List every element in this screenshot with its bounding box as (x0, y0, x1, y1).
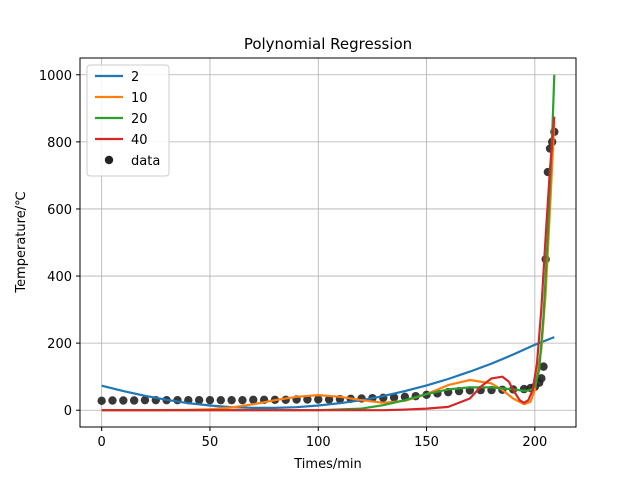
x-tick-label: 200 (522, 435, 547, 450)
legend-label-40: 40 (131, 133, 148, 148)
legend-swatch-data (104, 155, 114, 165)
data-point (140, 395, 150, 405)
y-tick-label: 400 (47, 270, 72, 285)
data-point (216, 395, 225, 405)
data-point (324, 395, 334, 404)
y-tick-label: 600 (47, 203, 72, 218)
data-point (205, 395, 215, 405)
data-point (108, 396, 117, 405)
line-series-2 (101, 336, 555, 409)
legend: 2 10 20 40 data (86, 64, 170, 177)
legend-label-2: 2 (131, 70, 139, 85)
plot-area (97, 74, 559, 412)
x-axis-label: Times/min (293, 457, 361, 472)
data-point (539, 362, 548, 371)
legend-label-20: 20 (131, 112, 148, 127)
x-tick-label: 150 (414, 435, 439, 450)
legend-box (86, 64, 170, 177)
y-tick-label: 200 (47, 337, 72, 352)
grid (80, 58, 576, 427)
y-tick-label: 0 (64, 404, 72, 419)
data-point (249, 395, 258, 405)
data-point (314, 395, 323, 404)
data-point (97, 396, 106, 406)
y-axis-label: Temperature/℃ (14, 191, 29, 293)
y-tick-label: 1000 (39, 69, 72, 84)
axis-ticks: 0 50 100 150 200 0 200 400 600 800 1000 (39, 69, 547, 450)
data-point (194, 395, 204, 405)
data-point (303, 395, 312, 404)
x-tick-label: 50 (202, 435, 219, 450)
plot-frame (79, 57, 577, 428)
data-point (389, 393, 399, 402)
data-point (238, 395, 247, 405)
y-tick-label: 800 (47, 136, 72, 151)
legend-label-data: data (131, 154, 160, 169)
data-point (227, 395, 236, 405)
legend-label-10: 10 (131, 91, 148, 106)
line-series-20 (101, 74, 556, 412)
line-series-40 (101, 116, 556, 412)
data-point (537, 374, 546, 383)
chart-title: Polynomial Regression (244, 35, 412, 53)
x-tick-label: 100 (306, 435, 331, 450)
data-point (129, 396, 139, 405)
data-point (119, 396, 128, 405)
x-tick-label: 0 (98, 435, 106, 450)
